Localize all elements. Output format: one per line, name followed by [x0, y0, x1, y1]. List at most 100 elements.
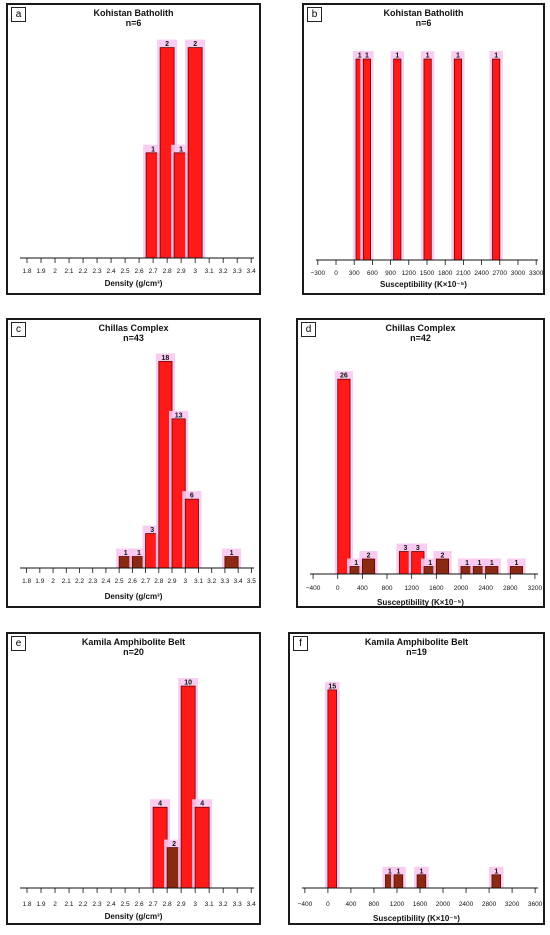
chart-title-text-b: Kohistan Batholith — [383, 8, 464, 18]
x-tick-label-11: 2.9 — [168, 578, 177, 585]
chart-n-b: n=6 — [415, 18, 432, 28]
x-tick-label-1: 0 — [326, 901, 330, 908]
bar-count-label-0: 1 — [151, 146, 155, 153]
bar-3 — [187, 47, 203, 259]
x-tick-label-7: 2.5 — [115, 578, 124, 585]
bars-group — [334, 371, 526, 575]
x-tick-label-8: 2.6 — [135, 901, 144, 908]
x-tick-label-7: 2400 — [459, 901, 474, 908]
x-tick-label-3: 2.1 — [65, 268, 74, 275]
x-tick-label-2: 400 — [345, 901, 356, 908]
x-tick-label-11: 2.9 — [177, 268, 186, 275]
x-tick-label-6: 2.4 — [101, 578, 110, 585]
chart-title-f: Kamila Amphibolite Belt n=19 — [290, 637, 543, 657]
x-tick-label-1: 1.9 — [36, 268, 45, 275]
bar-count-label-3: 18 — [162, 355, 170, 362]
x-tick-label-4: 2.2 — [79, 268, 88, 275]
bar-count-label-0: 26 — [340, 373, 348, 380]
bar-count-label-6: 2 — [441, 553, 445, 560]
x-axis-label-e: Density (g/cm³) — [104, 912, 163, 921]
bar-count-label-5: 1 — [428, 560, 432, 567]
bar-count-label-0: 1 — [124, 550, 128, 557]
x-tick-label-2: 400 — [357, 585, 368, 592]
bar-count-label-1: 1 — [388, 868, 392, 875]
bar-count-label-2: 1 — [395, 53, 399, 60]
bar-count-label-2: 1 — [396, 868, 400, 875]
x-tick-label-2: 2 — [53, 268, 57, 275]
chart-title-text-d: Chillas Complex — [385, 323, 456, 333]
x-tick-label-8: 2100 — [456, 270, 471, 277]
x-tick-label-10: 2.8 — [163, 268, 172, 275]
x-tick-label-4: 1200 — [404, 585, 419, 592]
x-tick-label-4: 900 — [385, 270, 396, 277]
x-tick-label-11: 2.9 — [177, 901, 186, 908]
x-tick-label-16: 3.4 — [247, 901, 256, 908]
bar-count-label-3: 1 — [426, 53, 430, 60]
bar-2 — [393, 874, 404, 889]
panel-label-e: e — [11, 636, 26, 651]
x-tick-label-4: 2.2 — [75, 578, 84, 585]
chart-title-e: Kamila Amphibolite Belt n=20 — [8, 637, 259, 657]
x-tick-label-16: 3.4 — [234, 578, 243, 585]
bar-count-label-0: 4 — [158, 801, 162, 808]
panel-label-c: c — [11, 322, 26, 337]
panel-label-b: b — [307, 7, 322, 22]
x-tick-label-2: 2 — [51, 578, 55, 585]
x-tick-label-15: 3.3 — [220, 578, 229, 585]
bars-group — [116, 353, 242, 569]
x-tick-label-5: 2.3 — [93, 268, 102, 275]
x-tick-label-14: 3.2 — [219, 901, 228, 908]
chart-n-e: n=20 — [123, 647, 144, 657]
chart-panel-c: 1 1 3 18 13 6 1 1.8 1.9 2 2.1 2.2 2.3 2.4 2.5 2.6 2.7 2.8… — [6, 318, 261, 608]
bar-10 — [509, 566, 523, 575]
panel-label-f: f — [293, 636, 308, 651]
x-axis-label-a: Density (g/cm³) — [104, 279, 163, 288]
x-tick-label-6: 2000 — [436, 901, 451, 908]
x-tick-label-9: 2.7 — [141, 578, 150, 585]
x-tick-label-5: 1600 — [413, 901, 428, 908]
x-tick-label-5: 1200 — [402, 270, 417, 277]
x-tick-label-12: 3 — [193, 268, 197, 275]
x-tick-label-9: 2.7 — [149, 901, 158, 908]
x-tick-label-2: 300 — [349, 270, 360, 277]
x-tick-label-0: 1.8 — [22, 578, 31, 585]
x-tick-label-10: 3600 — [528, 901, 543, 908]
bar-4 — [491, 874, 501, 889]
x-tick-label-6: 2.4 — [107, 268, 116, 275]
chart-svg-f: 151 1 1 1−400 0 400 800 1200 1600 2000 2400 2800 320… — [298, 681, 543, 908]
bar-count-label-1: 1 — [365, 53, 369, 60]
x-tick-label-14: 3.2 — [219, 268, 228, 275]
chart-panel-e: 4 2 10 4 1.8 1.9 2 2.1 2.2 2.3 2.4 2.5 2.6 2.7 2.8 2.9 3… — [6, 632, 261, 925]
bar-count-label-0: 1 — [358, 53, 362, 60]
x-tick-label-3: 800 — [382, 585, 393, 592]
x-tick-label-17: 3.5 — [247, 578, 256, 585]
bar-count-label-0: 15 — [328, 683, 336, 690]
x-tick-label-13: 3.1 — [194, 578, 203, 585]
bar-6 — [435, 558, 450, 575]
chart-panel-a: 1 2 1 2 1.8 1.9 2 2.1 2.2 2.3 2.4 2.5 2.6 2.7 2.8 2.9 3 3… — [6, 3, 261, 295]
bar-count-label-1: 2 — [165, 41, 169, 48]
chart-title-b: Kohistan Batholith n=6 — [304, 8, 543, 28]
x-tick-label-8: 2800 — [503, 585, 518, 592]
bar-6 — [224, 556, 239, 569]
x-tick-label-8: 2.6 — [135, 268, 144, 275]
x-tick-label-3: 2.1 — [62, 578, 71, 585]
x-tick-label-0: −400 — [298, 901, 313, 908]
x-tick-label-1: 0 — [334, 270, 338, 277]
x-tick-label-1: 1.9 — [36, 901, 45, 908]
bar-count-label-3: 3 — [404, 545, 408, 552]
chart-n-f: n=19 — [406, 647, 427, 657]
x-tick-label-16: 3.4 — [247, 268, 256, 275]
x-tick-label-15: 3.3 — [233, 268, 242, 275]
bar-3 — [423, 58, 432, 261]
chart-title-a: Kohistan Batholith n=6 — [8, 8, 259, 28]
x-tick-label-7: 2.5 — [121, 901, 130, 908]
bars-group — [324, 681, 504, 889]
x-tick-label-3: 800 — [369, 901, 380, 908]
x-tick-label-0: −400 — [306, 585, 321, 592]
chart-panel-d: 26 1 2 3 3 1 2 1 1 1 1 −400 0 400 800 1200 1600 2000 2400 2… — [296, 318, 545, 608]
bar-count-label-5: 1 — [494, 53, 498, 60]
bar-4 — [453, 58, 462, 261]
x-tick-label-9: 2.7 — [149, 268, 158, 275]
x-tick-label-6: 2000 — [454, 585, 469, 592]
